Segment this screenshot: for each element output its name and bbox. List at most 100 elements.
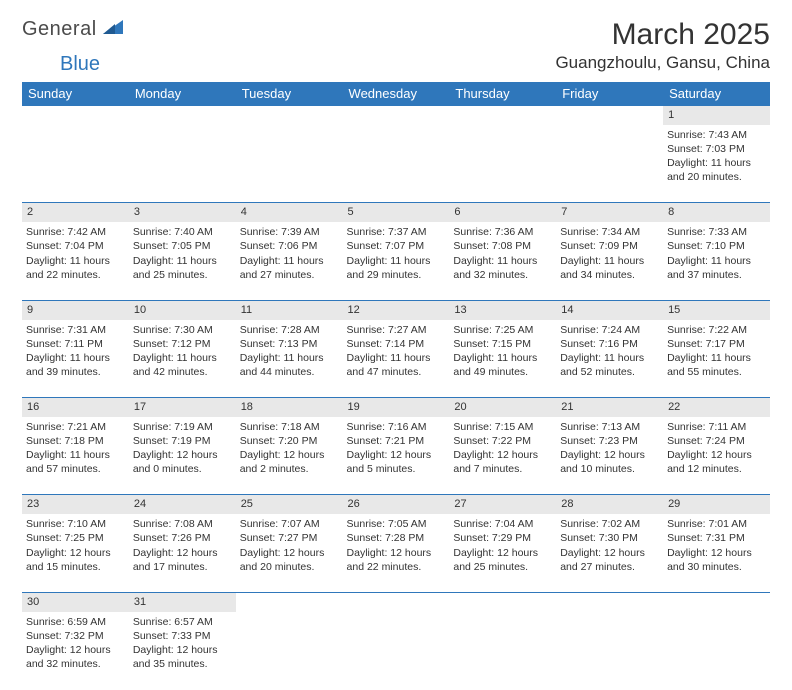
sunset-line: Sunset: 7:18 PM	[26, 434, 125, 448]
day-cell: Sunrise: 7:11 AMSunset: 7:24 PMDaylight:…	[663, 417, 770, 495]
empty-cell	[343, 125, 450, 203]
sunset-line: Sunset: 7:27 PM	[240, 531, 339, 545]
empty-cell	[343, 106, 450, 125]
empty-cell	[556, 125, 663, 203]
sunset-line: Sunset: 7:16 PM	[560, 337, 659, 351]
daylight-line-2: and 20 minutes.	[667, 170, 766, 184]
sunset-line: Sunset: 7:28 PM	[347, 531, 446, 545]
calendar-table: SundayMondayTuesdayWednesdayThursdayFrid…	[22, 82, 770, 690]
sunrise-line: Sunrise: 7:24 AM	[560, 323, 659, 337]
empty-cell	[663, 612, 770, 690]
daylight-line-2: and 22 minutes.	[26, 268, 125, 282]
day-number-row: 1	[22, 106, 770, 125]
day-cell: Sunrise: 7:28 AMSunset: 7:13 PMDaylight:…	[236, 320, 343, 398]
sunrise-line: Sunrise: 7:22 AM	[667, 323, 766, 337]
daylight-line-2: and 35 minutes.	[133, 657, 232, 671]
day-number: 23	[22, 495, 129, 514]
daylight-line-2: and 44 minutes.	[240, 365, 339, 379]
sunrise-line: Sunrise: 7:02 AM	[560, 517, 659, 531]
daylight-line-2: and 57 minutes.	[26, 462, 125, 476]
daylight-line-2: and 30 minutes.	[667, 560, 766, 574]
sunset-line: Sunset: 7:17 PM	[667, 337, 766, 351]
day-number: 7	[556, 203, 663, 222]
day-number: 15	[663, 300, 770, 319]
sunset-line: Sunset: 7:30 PM	[560, 531, 659, 545]
day-cell: Sunrise: 7:31 AMSunset: 7:11 PMDaylight:…	[22, 320, 129, 398]
day-number: 19	[343, 398, 450, 417]
empty-cell	[129, 106, 236, 125]
daylight-line-1: Daylight: 12 hours	[240, 546, 339, 560]
day-cell: Sunrise: 7:16 AMSunset: 7:21 PMDaylight:…	[343, 417, 450, 495]
day-number: 10	[129, 300, 236, 319]
daylight-line-2: and 10 minutes.	[560, 462, 659, 476]
day-number-row: 23242526272829	[22, 495, 770, 514]
empty-cell	[236, 106, 343, 125]
empty-cell	[22, 106, 129, 125]
day-cell: Sunrise: 7:18 AMSunset: 7:20 PMDaylight:…	[236, 417, 343, 495]
daylight-line-2: and 42 minutes.	[133, 365, 232, 379]
day-cell: Sunrise: 7:42 AMSunset: 7:04 PMDaylight:…	[22, 222, 129, 300]
daylight-line-1: Daylight: 11 hours	[560, 351, 659, 365]
day-cell: Sunrise: 7:43 AMSunset: 7:03 PMDaylight:…	[663, 125, 770, 203]
empty-cell	[236, 592, 343, 611]
sunrise-line: Sunrise: 7:34 AM	[560, 225, 659, 239]
empty-cell	[449, 106, 556, 125]
sunset-line: Sunset: 7:08 PM	[453, 239, 552, 253]
day-number: 2	[22, 203, 129, 222]
daylight-line-1: Daylight: 12 hours	[453, 448, 552, 462]
day-number-row: 2345678	[22, 203, 770, 222]
sunset-line: Sunset: 7:23 PM	[560, 434, 659, 448]
day-number: 8	[663, 203, 770, 222]
day-cell: Sunrise: 7:19 AMSunset: 7:19 PMDaylight:…	[129, 417, 236, 495]
daylight-line-1: Daylight: 11 hours	[560, 254, 659, 268]
sunrise-line: Sunrise: 7:36 AM	[453, 225, 552, 239]
daylight-line-2: and 12 minutes.	[667, 462, 766, 476]
sunrise-line: Sunrise: 7:11 AM	[667, 420, 766, 434]
day-cell: Sunrise: 7:30 AMSunset: 7:12 PMDaylight:…	[129, 320, 236, 398]
day-cell: Sunrise: 7:39 AMSunset: 7:06 PMDaylight:…	[236, 222, 343, 300]
daylight-line-1: Daylight: 11 hours	[240, 254, 339, 268]
sunrise-line: Sunrise: 7:40 AM	[133, 225, 232, 239]
day-cell: Sunrise: 7:01 AMSunset: 7:31 PMDaylight:…	[663, 514, 770, 592]
sunrise-line: Sunrise: 7:28 AM	[240, 323, 339, 337]
sunrise-line: Sunrise: 7:18 AM	[240, 420, 339, 434]
sunset-line: Sunset: 7:10 PM	[667, 239, 766, 253]
sunrise-line: Sunrise: 7:04 AM	[453, 517, 552, 531]
daylight-line-2: and 29 minutes.	[347, 268, 446, 282]
sunset-line: Sunset: 7:07 PM	[347, 239, 446, 253]
day-number: 29	[663, 495, 770, 514]
sunset-line: Sunset: 7:32 PM	[26, 629, 125, 643]
daylight-line-2: and 2 minutes.	[240, 462, 339, 476]
daylight-line-1: Daylight: 12 hours	[133, 546, 232, 560]
daylight-line-1: Daylight: 12 hours	[133, 448, 232, 462]
day-number-row: 9101112131415	[22, 300, 770, 319]
daylight-line-2: and 52 minutes.	[560, 365, 659, 379]
day-number: 20	[449, 398, 556, 417]
brand-part2: Blue	[60, 53, 100, 75]
empty-cell	[449, 592, 556, 611]
sunset-line: Sunset: 7:14 PM	[347, 337, 446, 351]
sunset-line: Sunset: 7:29 PM	[453, 531, 552, 545]
day-cell: Sunrise: 7:27 AMSunset: 7:14 PMDaylight:…	[343, 320, 450, 398]
sunrise-line: Sunrise: 6:57 AM	[133, 615, 232, 629]
daylight-line-1: Daylight: 11 hours	[667, 254, 766, 268]
sunset-line: Sunset: 7:09 PM	[560, 239, 659, 253]
day-number-row: 16171819202122	[22, 398, 770, 417]
sunset-line: Sunset: 7:31 PM	[667, 531, 766, 545]
empty-cell	[556, 106, 663, 125]
daylight-line-2: and 32 minutes.	[453, 268, 552, 282]
day-detail-row: Sunrise: 7:42 AMSunset: 7:04 PMDaylight:…	[22, 222, 770, 300]
daylight-line-2: and 5 minutes.	[347, 462, 446, 476]
empty-cell	[556, 592, 663, 611]
sunset-line: Sunset: 7:04 PM	[26, 239, 125, 253]
daylight-line-1: Daylight: 11 hours	[667, 156, 766, 170]
daylight-line-2: and 25 minutes.	[453, 560, 552, 574]
sunset-line: Sunset: 7:06 PM	[240, 239, 339, 253]
weekday-header: Tuesday	[236, 82, 343, 106]
sunset-line: Sunset: 7:03 PM	[667, 142, 766, 156]
daylight-line-2: and 47 minutes.	[347, 365, 446, 379]
daylight-line-1: Daylight: 12 hours	[133, 643, 232, 657]
sunrise-line: Sunrise: 7:30 AM	[133, 323, 232, 337]
day-number: 5	[343, 203, 450, 222]
sunset-line: Sunset: 7:21 PM	[347, 434, 446, 448]
